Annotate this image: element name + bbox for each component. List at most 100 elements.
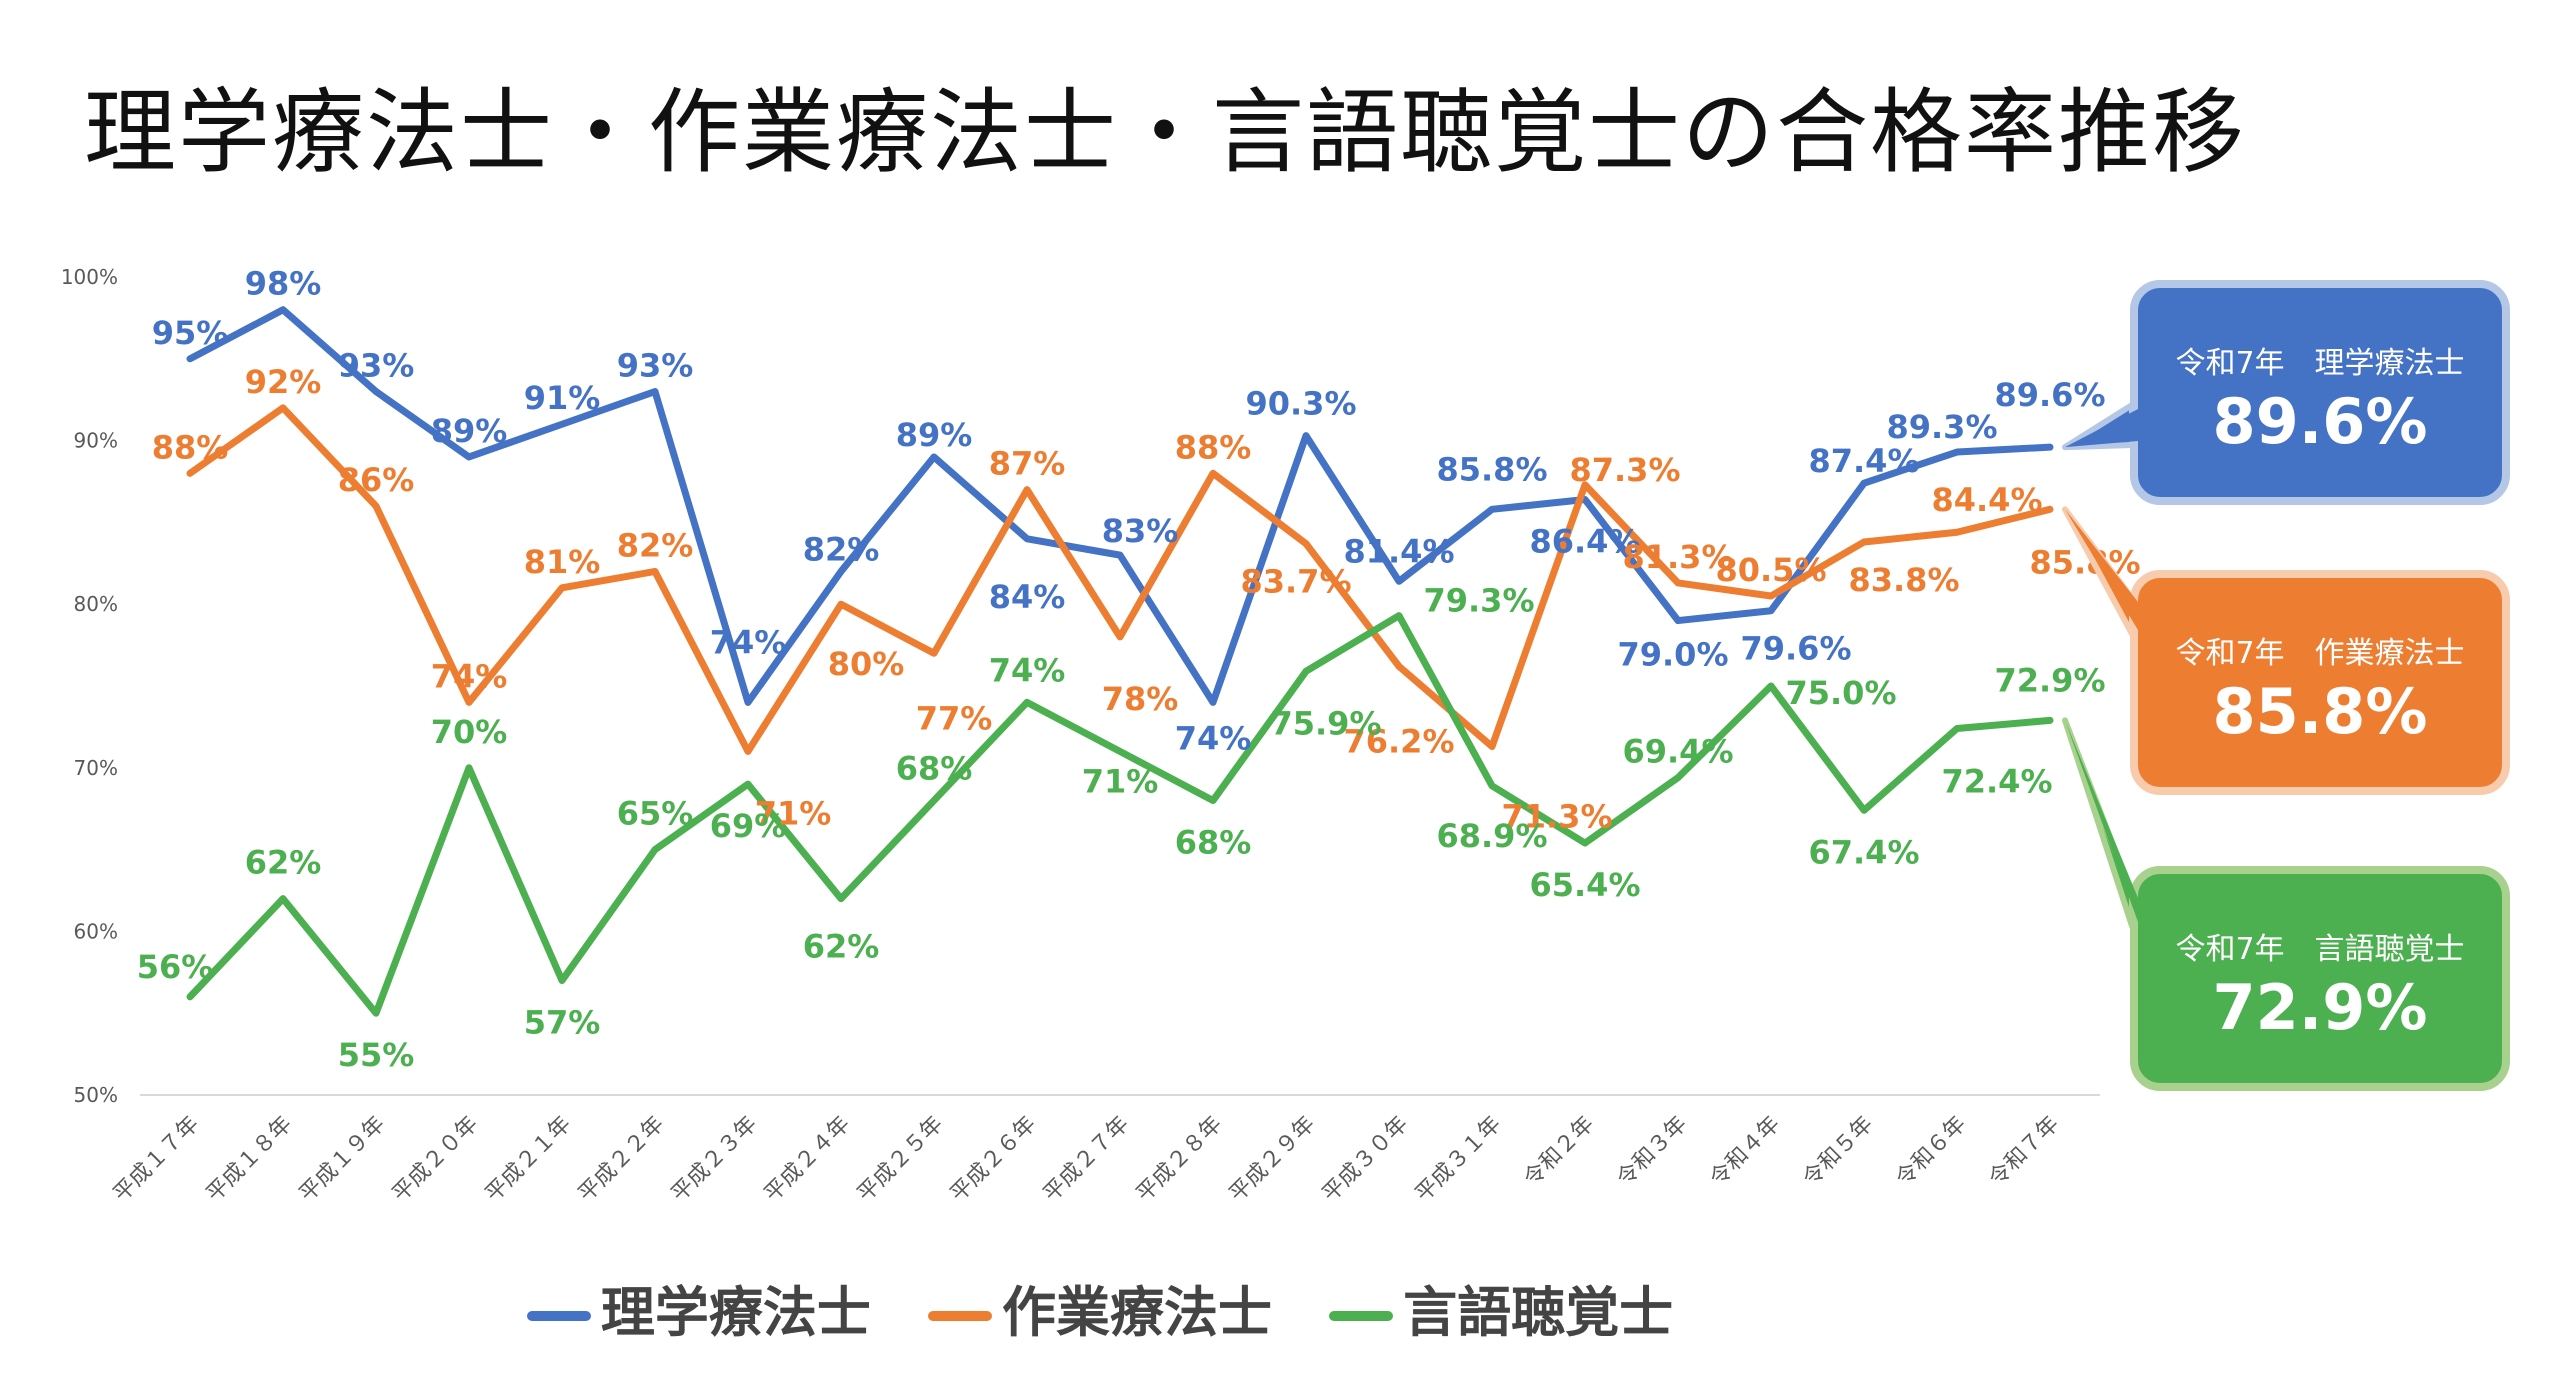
x-tick-label: 令和２年 <box>1519 1112 1599 1192</box>
callout-tail-fill <box>2065 720 2138 922</box>
callout-box <box>2130 280 2510 505</box>
data-point <box>375 390 377 393</box>
data-label: 88% <box>152 428 229 466</box>
data-point <box>375 1012 377 1015</box>
x-tick-label: 平成２９年 <box>1225 1112 1320 1207</box>
data-point <box>561 979 563 982</box>
data-point <box>375 505 377 508</box>
callout-box <box>2130 570 2510 795</box>
legend-item: 理学療法士 <box>526 1268 871 1347</box>
data-label: 89.3% <box>1886 408 1997 446</box>
data-label: 74% <box>710 623 787 661</box>
data-point <box>1677 581 1679 584</box>
callout-value: 89.6% <box>2212 385 2428 458</box>
data-point <box>1491 508 1493 511</box>
data-point <box>1770 595 1772 598</box>
data-point <box>1584 498 1586 501</box>
data-label: 82% <box>803 530 880 568</box>
data-point <box>654 848 656 851</box>
y-tick-label: 90% <box>74 429 118 453</box>
legend-swatch <box>928 1311 992 1322</box>
data-label: 88% <box>1175 428 1252 466</box>
data-point <box>2049 719 2051 722</box>
callout-label: 令和7年 言語聴覚士 <box>2175 932 2465 967</box>
data-point <box>1956 451 1958 454</box>
x-tick-label: 平成２６年 <box>946 1112 1041 1207</box>
x-tick-label: 令和５年 <box>1798 1112 1878 1192</box>
callout-physical-therapist: 令和7年 理学療法士 89.6% <box>2062 280 2510 505</box>
x-tick-label: 平成２４年 <box>760 1112 855 1207</box>
data-label: 76.2% <box>1343 722 1454 760</box>
data-point <box>1305 670 1307 673</box>
data-point <box>282 406 284 409</box>
data-label: 78% <box>1102 680 1179 718</box>
data-point <box>840 570 842 573</box>
y-tick-label: 70% <box>74 756 118 780</box>
data-label: 68% <box>1175 824 1252 862</box>
data-point <box>747 750 749 753</box>
data-label: 75.9% <box>1270 704 1381 742</box>
data-label: 85.8% <box>1436 450 1547 488</box>
data-point <box>1491 745 1493 748</box>
data-label: 74% <box>1175 719 1252 757</box>
x-tick-label: 平成３１年 <box>1411 1112 1506 1207</box>
data-point <box>1026 537 1028 540</box>
data-point <box>933 455 935 458</box>
x-tick-label: 平成２０年 <box>388 1112 483 1207</box>
data-label: 93% <box>617 347 694 385</box>
x-tick-label: 平成２８年 <box>1132 1112 1227 1207</box>
data-label: 87.4% <box>1808 442 1919 480</box>
data-point <box>1956 531 1958 534</box>
data-label: 65% <box>617 795 694 833</box>
data-label: 83% <box>1102 512 1179 550</box>
data-point <box>1119 750 1121 753</box>
data-label: 89% <box>431 412 508 450</box>
data-label: 57% <box>524 1003 601 1041</box>
data-point <box>1491 784 1493 787</box>
data-point <box>189 995 191 998</box>
data-label: 56% <box>137 948 214 986</box>
callout-box <box>2130 866 2510 1091</box>
legend-label: 作業療法士 <box>1002 1281 1272 1344</box>
data-point <box>1212 701 1214 704</box>
data-point <box>561 586 563 589</box>
data-label: 80.5% <box>1715 551 1826 589</box>
data-point <box>1584 842 1586 845</box>
data-label: 91% <box>524 379 601 417</box>
legend-label: 理学療法士 <box>600 1281 871 1344</box>
data-label: 90.3% <box>1245 385 1356 423</box>
callout-occupational-therapist: 令和7年 作業療法士 85.8% <box>2062 506 2510 795</box>
legend: 理学療法士 作業療法士 言語聴覚士 <box>0 1268 2200 1347</box>
callout-label: 令和7年 作業療法士 <box>2175 636 2465 671</box>
data-point <box>282 308 284 311</box>
data-label: 81% <box>524 543 601 581</box>
data-point <box>933 799 935 802</box>
data-point <box>1863 809 1865 812</box>
data-point <box>1770 609 1772 612</box>
data-label: 71% <box>1082 762 1159 800</box>
data-point <box>2049 508 2051 511</box>
data-label: 87.3% <box>1569 451 1680 489</box>
data-label: 71% <box>755 794 832 832</box>
data-point <box>933 652 935 655</box>
data-label: 72.4% <box>1941 763 2052 801</box>
data-point <box>1584 483 1586 486</box>
data-label: 67.4% <box>1808 833 1919 871</box>
data-point <box>840 897 842 900</box>
data-label: 62% <box>803 928 880 966</box>
data-label: 93% <box>338 347 415 385</box>
data-label: 86.4% <box>1529 522 1640 560</box>
callout-value: 85.8% <box>2212 675 2428 748</box>
x-tick-label: 平成２１年 <box>481 1112 576 1207</box>
data-point <box>1770 685 1772 687</box>
data-point <box>189 472 191 475</box>
callout-value: 72.9% <box>2212 971 2428 1044</box>
data-point <box>1677 776 1679 779</box>
callout-shape <box>2062 506 2510 795</box>
data-point <box>1677 619 1679 622</box>
data-label: 69.4% <box>1622 733 1733 771</box>
data-point <box>654 570 656 573</box>
data-point <box>840 603 842 606</box>
callout-label: 令和7年 理学療法士 <box>2175 346 2465 381</box>
